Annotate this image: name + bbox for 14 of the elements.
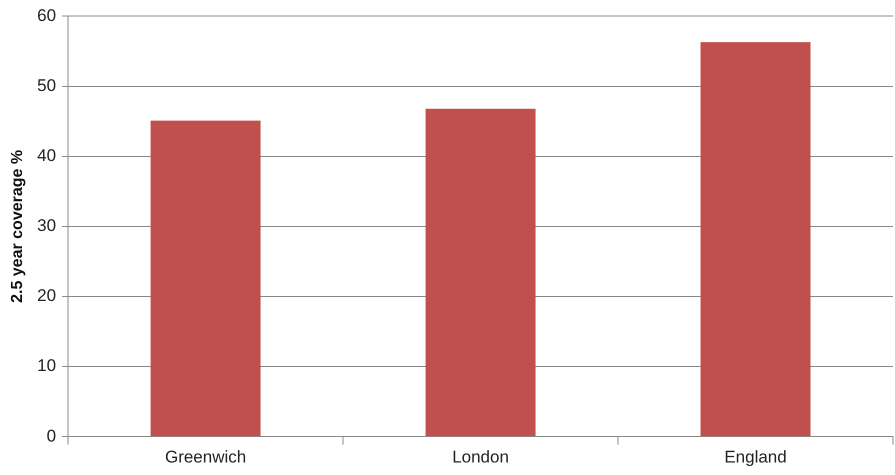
y-tick-label: 40	[37, 146, 56, 166]
x-tick-label: England	[724, 447, 787, 466]
y-tick-label: 50	[37, 76, 56, 95]
y-tick-label: 30	[37, 216, 56, 236]
x-tick-label: London	[452, 447, 509, 466]
y-tick-label: 0	[46, 426, 56, 446]
bar	[150, 120, 261, 436]
y-tick-label: 20	[37, 286, 56, 306]
x-tick-label: Greenwich	[164, 447, 246, 466]
y-axis-title: 2.5 year coverage %	[9, 150, 26, 303]
bar	[700, 42, 811, 436]
bar	[426, 108, 536, 436]
y-tick-label: 60	[37, 6, 56, 25]
y-tick-label: 10	[37, 356, 56, 376]
